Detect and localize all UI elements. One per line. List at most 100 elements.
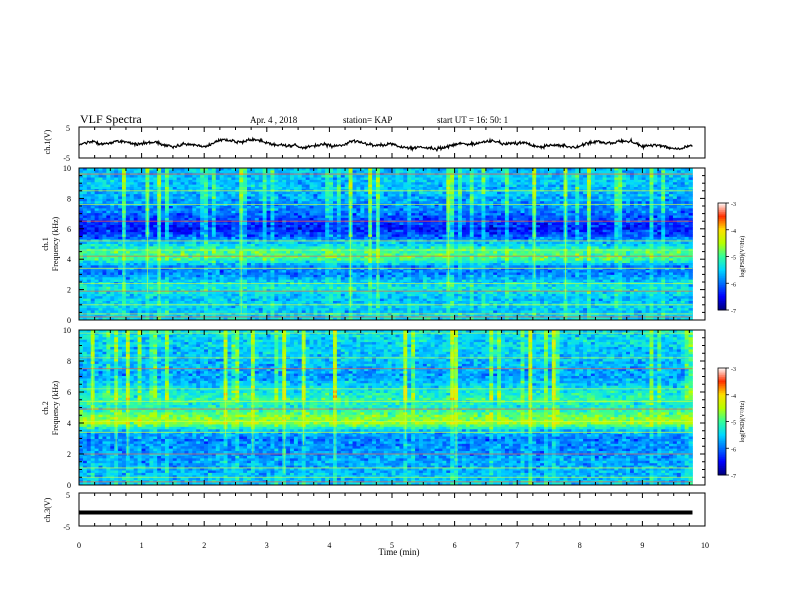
spectrogram-cell <box>473 198 478 202</box>
spectrogram-cell <box>567 177 572 181</box>
spectrogram-cell <box>317 217 322 221</box>
spectrogram-cell <box>321 194 326 197</box>
spectrogram-cell <box>90 182 96 186</box>
spectrogram-cell <box>336 215 342 219</box>
spectrogram-cell <box>501 191 506 195</box>
spectrogram-cell <box>290 182 295 186</box>
spectrogram-cell <box>266 206 271 209</box>
spectrogram-cell <box>270 194 275 197</box>
spectrogram-cell <box>610 196 615 200</box>
spectrogram-cell <box>555 196 561 200</box>
spectrogram-cell <box>141 196 146 200</box>
spectrogram-cell <box>672 187 678 190</box>
spectrogram-cell <box>422 213 428 216</box>
spectrogram-cell <box>180 168 185 171</box>
spectrogram-cell <box>110 187 115 190</box>
spectrogram-cell <box>133 196 139 200</box>
spectrogram-cell <box>415 236 420 240</box>
spectrogram-cell <box>536 222 541 226</box>
spectrogram-cell <box>274 234 279 238</box>
spectrogram-cell <box>575 203 580 207</box>
spectrogram-cell <box>387 220 392 224</box>
spectrogram-cell <box>473 177 478 181</box>
spectrogram-cell <box>594 177 600 181</box>
spectrogram-cell <box>207 179 213 183</box>
spectrogram-cell <box>94 168 99 171</box>
spectrogram-cell <box>618 217 623 221</box>
spectrogram-cell <box>262 179 267 183</box>
spectrogram-cell <box>489 210 494 214</box>
spectrogram-cell <box>231 179 236 183</box>
spectrogram-cell <box>430 215 435 219</box>
spectrogram-cell <box>344 175 350 178</box>
spectrogram-cell <box>290 210 295 214</box>
spectrogram-cell <box>559 203 564 207</box>
spectrogram-cell <box>508 179 514 183</box>
spectrogram-cell <box>618 236 623 240</box>
spectrogram-cell <box>575 196 580 200</box>
spectrogram-cell <box>258 213 264 216</box>
spectrogram-cell <box>82 232 88 235</box>
spectrogram-cell <box>501 225 506 228</box>
spectrogram-cell <box>227 217 232 221</box>
spectrogram-cell <box>176 182 181 186</box>
spectrogram-cell <box>403 227 408 231</box>
spectrogram-cell <box>411 184 416 188</box>
spectrogram-cell <box>231 222 236 226</box>
spectrogram-cell <box>231 206 236 209</box>
spectrogram-cell <box>399 215 404 219</box>
spectrogram-cell <box>282 232 287 235</box>
spectrogram-cell <box>676 217 682 221</box>
spectrogram-cell <box>254 196 260 200</box>
spectrogram-cell <box>575 213 580 216</box>
spectrogram-cell <box>536 196 541 200</box>
spectrogram-cell <box>188 201 193 205</box>
spectrogram-cell <box>520 194 525 197</box>
spectrogram-cell <box>188 194 193 197</box>
spectrogram-cell <box>528 184 533 188</box>
spectrogram-cell <box>313 201 318 205</box>
spectrogram-cell <box>583 177 588 181</box>
spectrogram-cell <box>325 170 330 174</box>
spectrogram-cell <box>364 196 369 200</box>
spectrogram-cell <box>321 222 326 226</box>
spectrogram-cell <box>567 206 572 209</box>
spectrogram-cell <box>590 182 596 186</box>
spectrogram-cell <box>559 222 564 226</box>
spectrogram-cell <box>352 194 357 197</box>
spectrogram-cell <box>485 234 490 238</box>
spectrogram-cell <box>231 217 236 221</box>
spectrogram-cell <box>465 168 471 171</box>
spectrogram-cell <box>458 196 463 200</box>
spectrogram-cell <box>602 177 607 181</box>
spectrogram-cell <box>426 206 432 209</box>
spectrogram-cell <box>364 187 369 190</box>
spectrogram-cell <box>204 175 209 178</box>
spectrogram-cell <box>461 198 467 202</box>
spectrogram-cell <box>407 208 412 212</box>
spectrogram-cell <box>239 187 244 190</box>
spectrogram-cell <box>258 203 264 207</box>
spectrogram-cell <box>567 184 572 188</box>
spectrogram-cell <box>618 210 623 214</box>
spectrogram-cell <box>559 220 564 224</box>
spectrogram-cell <box>332 179 338 183</box>
spectrogram-cell <box>313 177 318 181</box>
spectrogram-cell <box>98 234 103 238</box>
spectrogram-cell <box>192 234 197 238</box>
spectrogram-cell <box>645 168 650 171</box>
spectrogram-cell <box>223 206 228 209</box>
spectrogram-cell <box>364 184 369 188</box>
spectrogram-cell <box>583 194 588 197</box>
spectrogram-cell <box>161 170 166 174</box>
spectrogram-cell <box>508 184 514 188</box>
spectrogram-cell <box>161 177 166 181</box>
spectrogram-cell <box>465 179 471 183</box>
spectrogram-cell <box>524 227 529 231</box>
spectrogram-cell <box>598 184 604 188</box>
spectrogram-cell <box>90 194 96 197</box>
spectrogram-cell <box>164 215 170 219</box>
spectrogram-cell <box>551 236 557 240</box>
spectrogram-cell <box>375 187 381 190</box>
spectrogram-cell <box>360 203 365 207</box>
